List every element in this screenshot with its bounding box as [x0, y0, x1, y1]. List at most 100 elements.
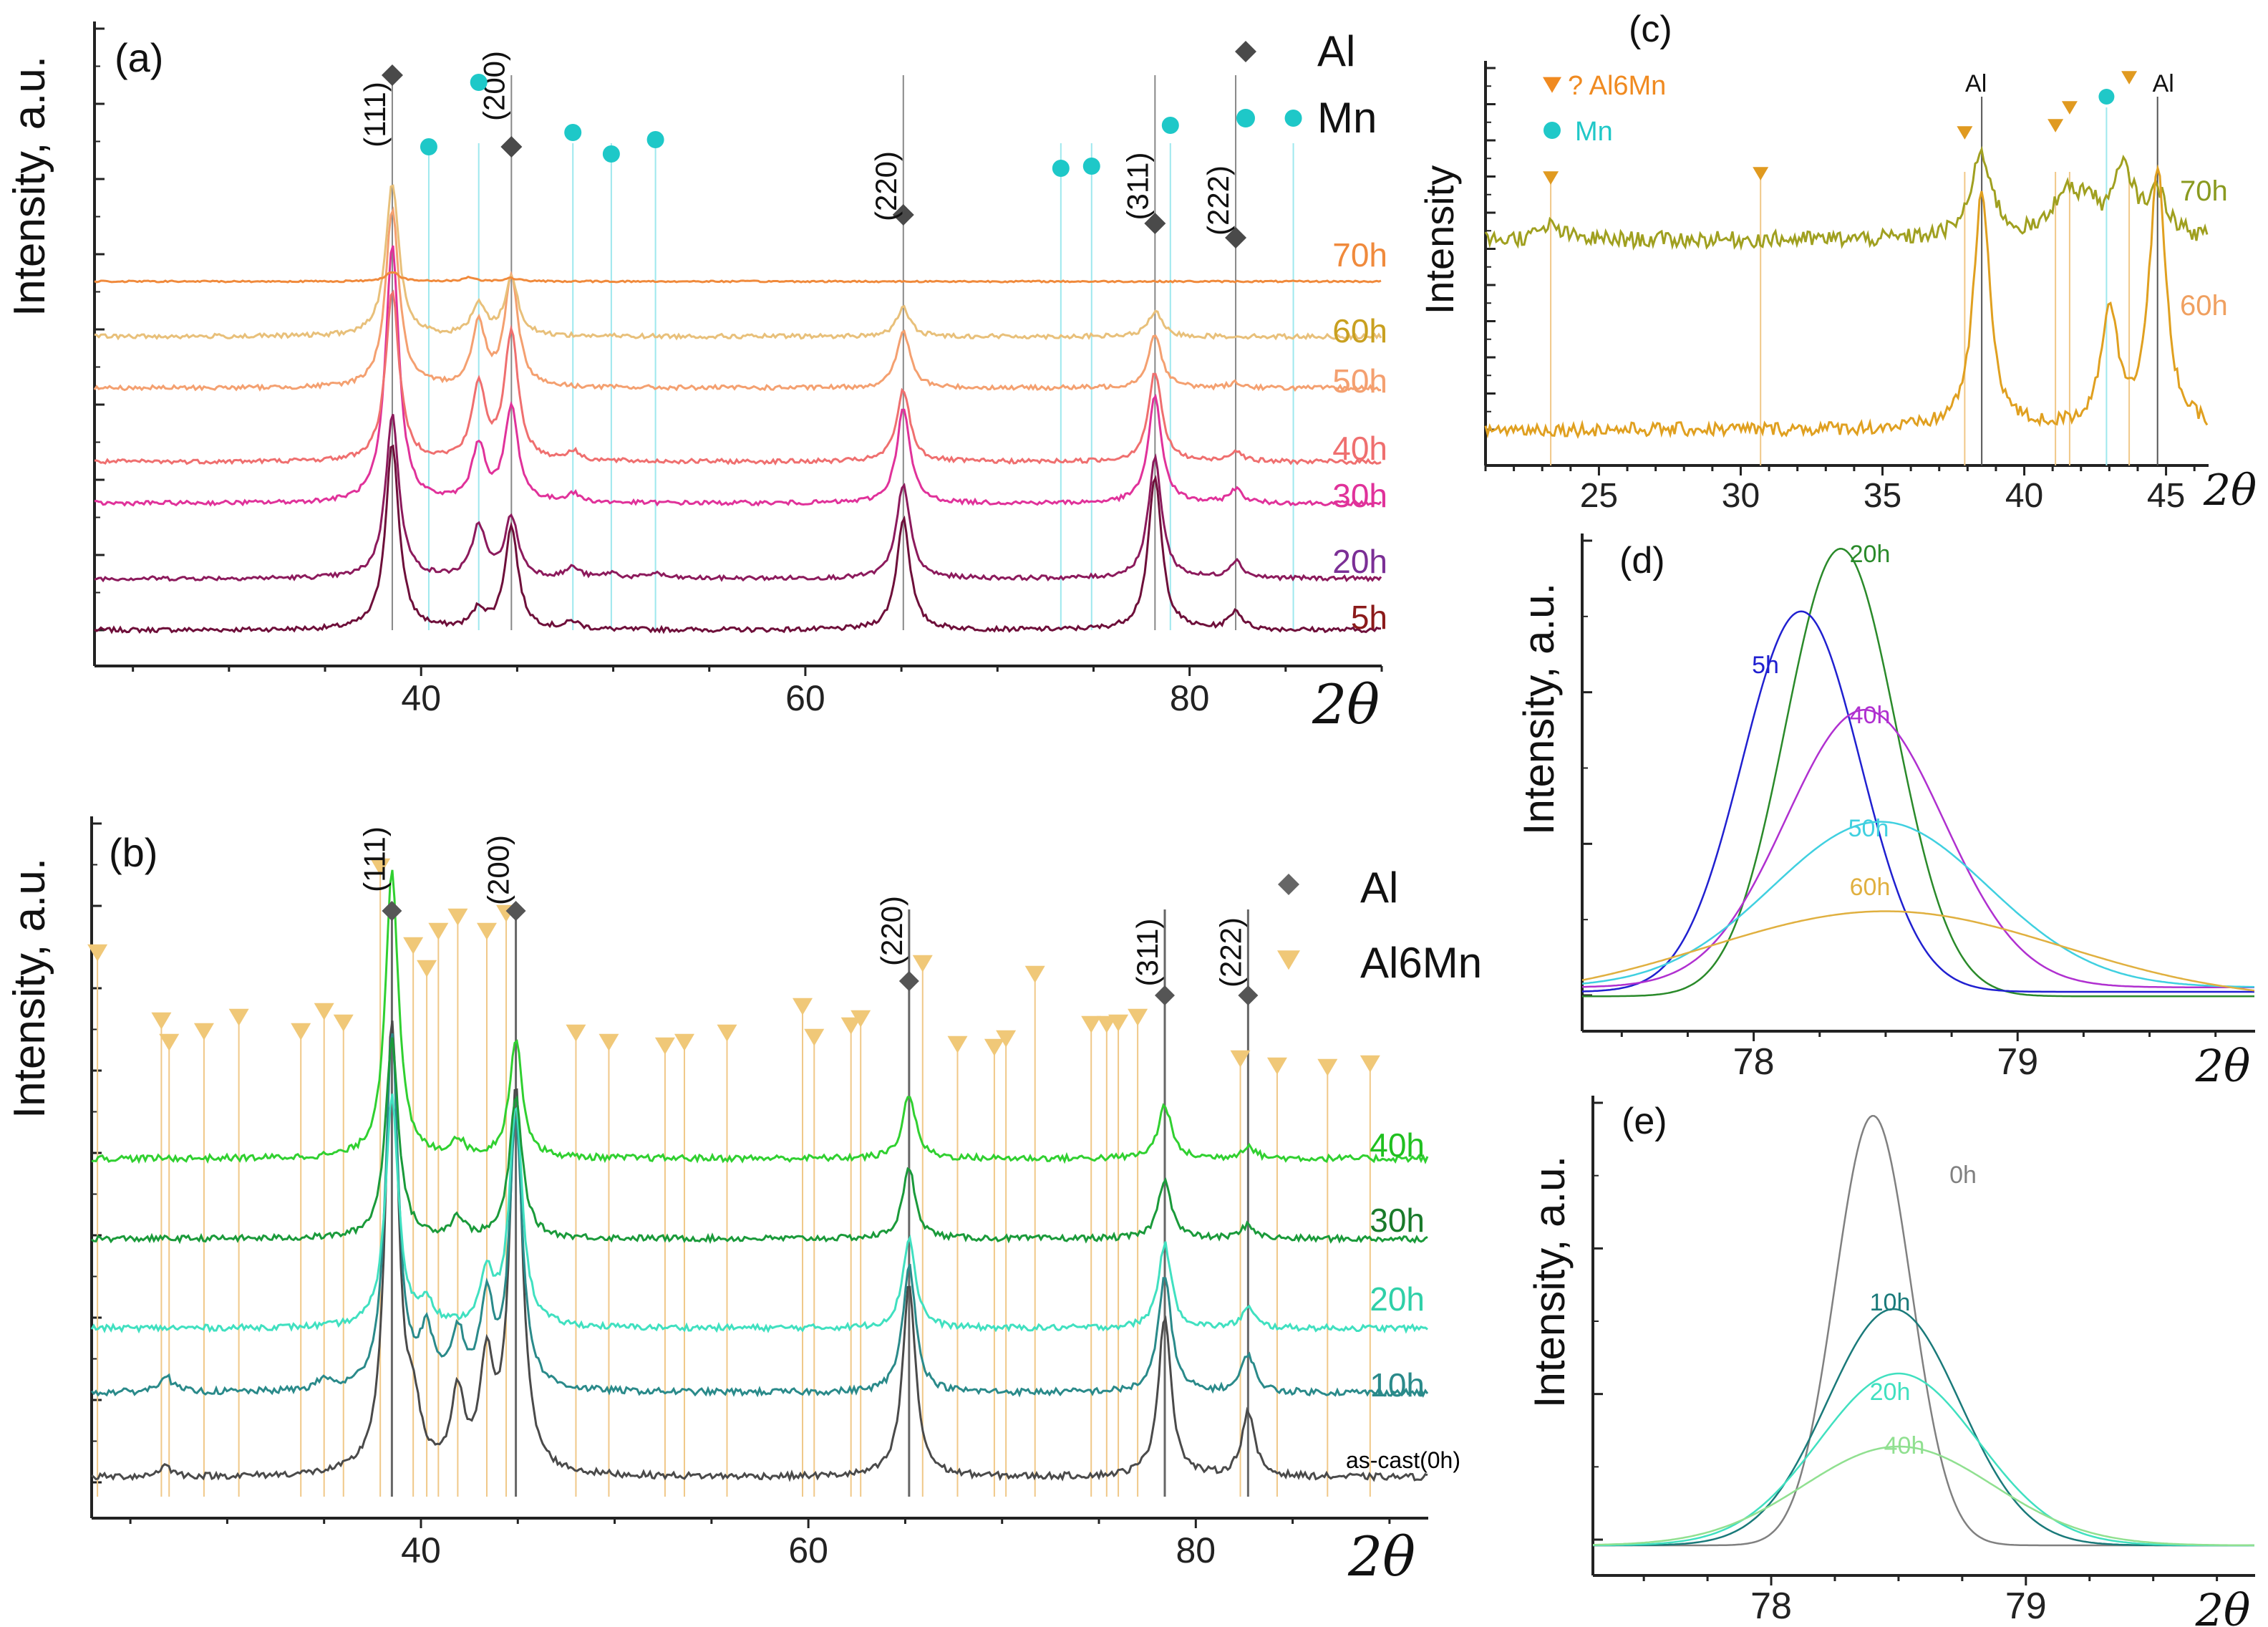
- al6mn-marker: [159, 1033, 180, 1051]
- x-tick-label: 30: [1722, 477, 1760, 515]
- legend-mn-label: Mn: [1317, 94, 1377, 142]
- al6mn-marker: [403, 937, 424, 955]
- al6mn-marker: [228, 1008, 249, 1026]
- x-axis-label: 2θ: [2195, 1040, 2251, 1092]
- al-marker: [1238, 985, 1259, 1005]
- x-axis-label: 2θ: [1312, 672, 1380, 736]
- al6mn-marker: [370, 858, 391, 876]
- series-label: 50h: [1848, 815, 1889, 842]
- al6mn-marker: [984, 1038, 1004, 1056]
- al-marker: [381, 64, 403, 86]
- x-tick-label: 79: [2005, 1585, 2047, 1627]
- al6mn-marker: [1360, 1055, 1380, 1073]
- series-label: 70h: [1332, 236, 1387, 274]
- al6mn-marker: [333, 1014, 354, 1032]
- series-line-5h: [94, 444, 1382, 634]
- al6mn-marker: [912, 955, 933, 972]
- x-tick-label: 80: [1170, 678, 1210, 718]
- mn-marker: [646, 131, 664, 148]
- series-label: 60h: [2180, 290, 2228, 322]
- mn-marker: [1284, 110, 1302, 127]
- series-line-70h: [1484, 145, 2209, 251]
- al6mn-marker: [840, 1017, 861, 1035]
- x-tick-label: 60: [788, 1530, 828, 1570]
- x-tick-label: 25: [1580, 477, 1618, 515]
- series-line-30h: [94, 245, 1382, 507]
- series-line-20h: [1593, 1372, 2254, 1547]
- series-label: 20h: [1850, 541, 1891, 568]
- x-tick-label: 40: [401, 1530, 441, 1570]
- al6mn-marker: [151, 1012, 172, 1030]
- al-marker: [1155, 985, 1176, 1005]
- legend-mn-label: Mn: [1575, 117, 1613, 147]
- al6mn-marker: [804, 1028, 825, 1046]
- x-tick-label: 35: [1864, 477, 1901, 515]
- series-label: 40h: [1332, 430, 1387, 467]
- al6mn-marker: [947, 1035, 968, 1053]
- al6mn-marker: [674, 1033, 694, 1051]
- series-label: 20h: [1370, 1280, 1425, 1318]
- reflection-label: (220): [875, 896, 908, 966]
- series-line-5h: [1581, 610, 2254, 993]
- series-line-20h: [94, 413, 1382, 583]
- legend-al6mn-marker: [1277, 950, 1300, 970]
- x-tick-label: 45: [2147, 477, 2185, 515]
- al6mn-marker: [793, 998, 813, 1015]
- panel-d: 78 79 2θ Intensity, a.u. (d) 20h 5h 40h 50h 60h: [1515, 534, 2255, 1092]
- al6mn-marker: [1957, 126, 1973, 140]
- panel-c: 25 30 35 40 45 2θ Intensity (c) 70h 60h Al Al ? Al6M…: [1417, 9, 2257, 516]
- legend-al-label: Al: [1317, 27, 1355, 75]
- al-marker: [1225, 227, 1247, 248]
- series-label: as-cast(0h): [1346, 1447, 1460, 1473]
- mn-marker: [420, 138, 437, 155]
- panel-label: (d): [1619, 540, 1665, 581]
- x-tick-label: 40: [401, 678, 441, 718]
- panel-a: 40 60 80 2θ Intensity, a.u. (a) 5h 20h 30h 40h 50h…: [5, 21, 1387, 736]
- al6mn-marker: [417, 960, 437, 977]
- al-marker: [892, 204, 914, 226]
- al6mn-marker: [1543, 171, 1559, 185]
- y-axis-label: Intensity, a.u.: [5, 56, 54, 317]
- al6mn-marker: [996, 1030, 1017, 1048]
- panel-b: 40 60 80 2θ Intensity, a.u. (b) as-cast(0h) 10h…: [5, 816, 1482, 1588]
- series-line-3: [91, 1037, 1428, 1245]
- reflection-label: (200): [482, 835, 515, 905]
- peak-label: Al: [1965, 70, 1987, 97]
- reflection-label: (222): [1213, 917, 1247, 988]
- legend-al6mn-label: ? Al6Mn: [1568, 71, 1666, 101]
- mn-marker: [1052, 160, 1070, 177]
- al6mn-marker: [291, 1023, 311, 1041]
- series-line-60h: [1484, 164, 2209, 440]
- al6mn-marker: [193, 1023, 214, 1041]
- al6mn-marker: [1230, 1050, 1251, 1068]
- legend-al6mn-label: Al6Mn: [1360, 939, 1482, 987]
- series-line-0h: [1593, 1114, 2254, 1547]
- reflection-label: (220): [869, 151, 903, 221]
- al6mn-marker: [1108, 1014, 1129, 1032]
- mn-marker: [1161, 117, 1179, 134]
- series-line-0: [91, 1020, 1428, 1482]
- series-label: 40h: [1884, 1432, 1925, 1459]
- al6mn-marker: [1753, 167, 1769, 180]
- mn-marker: [2098, 89, 2115, 105]
- series-line-20h: [1582, 548, 2254, 998]
- series-line-40h: [94, 289, 1382, 466]
- y-axis-label: Intensity, a.u.: [5, 858, 54, 1119]
- series-label: 5h: [1351, 599, 1387, 636]
- series-line-2: [90, 1093, 1428, 1334]
- series-label: 30h: [1370, 1202, 1425, 1239]
- x-tick-label: 78: [1750, 1585, 1792, 1627]
- series-label: 70h: [2180, 175, 2228, 207]
- al-marker: [505, 901, 526, 921]
- y-axis-label: Intensity, a.u.: [1526, 1156, 1574, 1408]
- series-label: 40h: [1370, 1126, 1425, 1164]
- al6mn-marker: [428, 922, 449, 940]
- panel-label: (b): [109, 830, 158, 875]
- series-line-50h: [93, 206, 1382, 392]
- al-marker: [1144, 213, 1166, 234]
- al6mn-marker: [2061, 101, 2078, 115]
- legend-mn-marker: [1236, 109, 1255, 127]
- series-line-4: [91, 869, 1429, 1164]
- al6mn-marker: [476, 922, 497, 940]
- al6mn-marker: [1266, 1057, 1287, 1075]
